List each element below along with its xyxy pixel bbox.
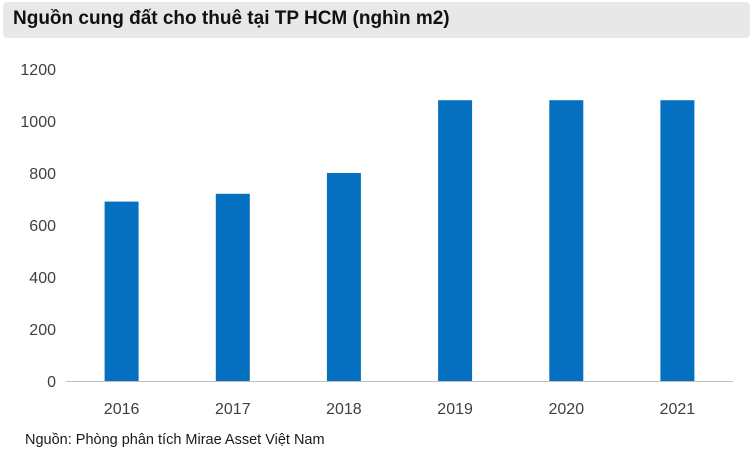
bar-2020 <box>549 100 584 381</box>
y-tick-label-0: 0 <box>47 374 56 391</box>
x-tick-label-2020: 2020 <box>549 401 585 418</box>
y-tick-label-1200: 1200 <box>20 62 56 79</box>
source-note: Nguồn: Phòng phân tích Mirae Asset Việt … <box>25 432 325 448</box>
y-tick-label-400: 400 <box>29 270 56 287</box>
x-axis-tick-labels: 2016 2017 2018 2019 2020 2021 <box>104 401 695 418</box>
x-tick-label-2019: 2019 <box>437 401 473 418</box>
title-bar: Nguồn cung đất cho thuê tại TP HCM (nghì… <box>3 2 750 38</box>
x-tick-label-2016: 2016 <box>104 401 140 418</box>
bar-2017 <box>215 193 250 381</box>
y-tick-label-200: 200 <box>29 322 56 339</box>
y-tick-label-600: 600 <box>29 218 56 235</box>
y-axis-tick-labels: 0 200 400 600 800 1000 1200 <box>20 62 56 391</box>
x-tick-label-2021: 2021 <box>660 401 696 418</box>
bar-2021 <box>660 100 695 381</box>
chart-title: Nguồn cung đất cho thuê tại TP HCM (nghì… <box>13 8 450 29</box>
x-tick-label-2017: 2017 <box>215 401 251 418</box>
bar-2019 <box>438 100 473 381</box>
bar-2016 <box>104 201 139 381</box>
bars <box>104 100 695 381</box>
x-tick-label-2018: 2018 <box>326 401 362 418</box>
y-tick-label-800: 800 <box>29 166 56 183</box>
bar-2018 <box>326 173 361 381</box>
y-tick-label-1000: 1000 <box>20 114 56 131</box>
